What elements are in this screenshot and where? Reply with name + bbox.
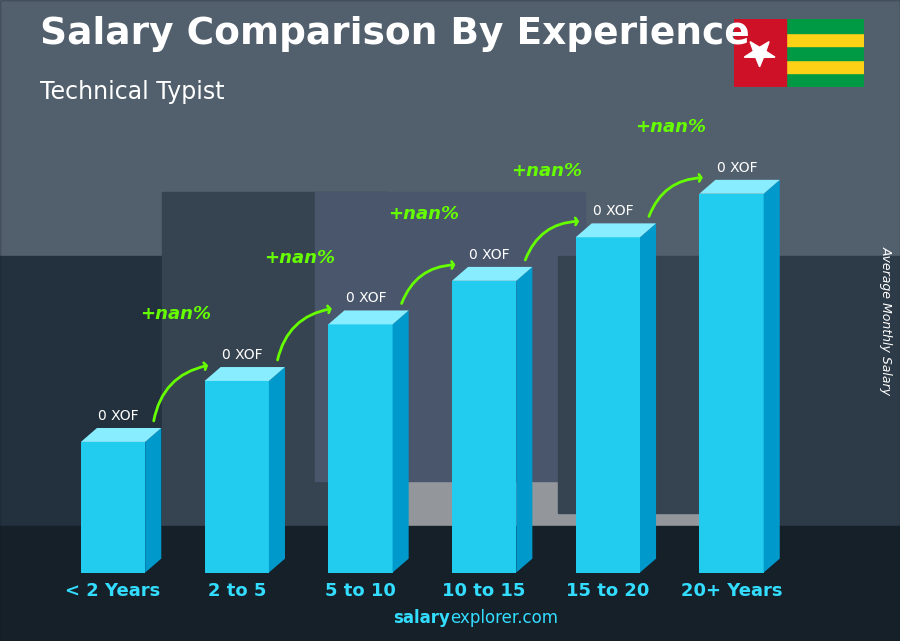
Polygon shape: [328, 310, 409, 324]
Text: 0 XOF: 0 XOF: [98, 409, 139, 423]
Text: 0 XOF: 0 XOF: [222, 348, 263, 362]
Bar: [81, 442, 145, 572]
Polygon shape: [81, 428, 161, 442]
Bar: [734, 33, 864, 46]
Text: +nan%: +nan%: [635, 119, 706, 137]
Text: Technical Typist: Technical Typist: [40, 80, 225, 104]
Bar: [452, 281, 517, 572]
Text: 0 XOF: 0 XOF: [346, 291, 386, 305]
Text: 0 XOF: 0 XOF: [716, 161, 758, 174]
Polygon shape: [452, 267, 533, 281]
Polygon shape: [145, 428, 161, 572]
Bar: [734, 19, 864, 33]
Bar: [328, 324, 392, 572]
Text: +nan%: +nan%: [140, 306, 212, 324]
Polygon shape: [640, 223, 656, 572]
Polygon shape: [517, 267, 533, 572]
Bar: [162, 192, 387, 545]
Text: +nan%: +nan%: [511, 162, 582, 180]
Text: +nan%: +nan%: [264, 249, 335, 267]
Text: explorer.com: explorer.com: [450, 609, 558, 627]
Bar: [0, 526, 900, 641]
Text: +nan%: +nan%: [388, 205, 459, 223]
Bar: [558, 256, 738, 513]
Bar: [734, 73, 864, 87]
Bar: [734, 46, 864, 60]
Bar: [315, 192, 585, 481]
Polygon shape: [269, 367, 285, 572]
Text: Average Monthly Salary: Average Monthly Salary: [880, 246, 893, 395]
Bar: [734, 19, 786, 87]
Bar: [204, 381, 269, 572]
Text: salary: salary: [393, 609, 450, 627]
Polygon shape: [576, 223, 656, 237]
Bar: [0, 256, 198, 641]
Bar: [699, 194, 764, 572]
Bar: [0, 0, 900, 397]
Text: 0 XOF: 0 XOF: [593, 204, 634, 218]
Text: Salary Comparison By Experience: Salary Comparison By Experience: [40, 16, 751, 52]
Bar: [576, 237, 640, 572]
Polygon shape: [392, 310, 409, 572]
Polygon shape: [744, 42, 775, 67]
Bar: [734, 60, 864, 73]
Text: 0 XOF: 0 XOF: [470, 247, 510, 262]
Polygon shape: [764, 180, 779, 572]
Bar: [702, 256, 900, 577]
Polygon shape: [204, 367, 285, 381]
Polygon shape: [699, 180, 779, 194]
